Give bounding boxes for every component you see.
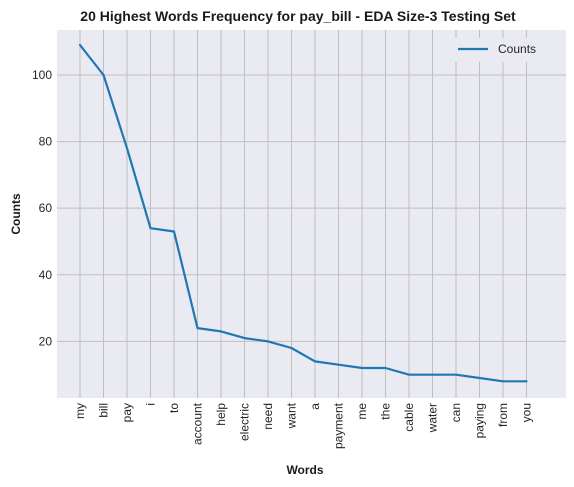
y-tick-label: 80: [39, 135, 53, 149]
x-tick-label-pay: pay: [120, 403, 134, 422]
y-tick-label: 20: [39, 334, 53, 348]
series-line-counts: [78, 43, 528, 383]
y-tick-label: 100: [32, 68, 52, 82]
x-tick-label-bill: bill: [97, 403, 111, 418]
x-tick-label-paying: paying: [473, 403, 487, 438]
chart-title: 20 Highest Words Frequency for pay_bill …: [80, 8, 516, 24]
x-tick-label-need: need: [261, 403, 275, 430]
y-tick-label: 60: [39, 201, 53, 215]
x-tick-label-from: from: [496, 403, 510, 427]
x-tick-label-cable: cable: [402, 403, 416, 432]
x-tick-label-account: account: [191, 402, 205, 445]
x-tick-label-help: help: [214, 403, 228, 426]
grid-lines: [57, 30, 566, 398]
y-tick-label: 40: [39, 268, 53, 282]
x-tick-label-payment: payment: [332, 402, 346, 449]
legend-label-counts: Counts: [498, 42, 536, 56]
plot-area: [57, 30, 566, 398]
x-axis-label: Words: [286, 463, 323, 477]
x-tick-label-to: to: [167, 403, 181, 413]
x-tick-label-can: can: [449, 403, 463, 422]
x-tick-label-my: my: [73, 403, 87, 419]
x-tick-label-i: i: [144, 403, 158, 406]
x-axis-ticks: my bill pay i to account help electric need want a…: [73, 402, 534, 449]
x-tick-label-electric: electric: [238, 403, 252, 441]
x-tick-label-want: want: [285, 402, 299, 429]
y-axis-label: Counts: [9, 193, 23, 235]
x-tick-label-you: you: [520, 403, 534, 422]
legend: Counts: [450, 38, 552, 62]
y-axis-ticks: 20 40 60 80 100: [32, 68, 52, 348]
x-tick-label-the: the: [379, 403, 393, 420]
x-tick-label-water: water: [426, 403, 440, 433]
x-tick-label-a: a: [308, 403, 322, 410]
x-tick-label-me: me: [355, 403, 369, 420]
